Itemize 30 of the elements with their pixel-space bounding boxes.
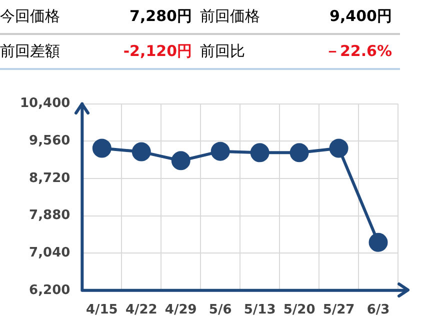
point	[171, 151, 190, 170]
y-tick-label: 9,560	[29, 133, 70, 148]
y-tick-label: 8,720	[29, 170, 70, 186]
text: 今回価格	[0, 7, 61, 26]
x-tick-label: 4/29	[164, 302, 197, 318]
text: -2,120円	[122, 42, 193, 61]
x-tick-label: 5/13	[244, 302, 276, 318]
point	[290, 143, 309, 162]
point	[132, 142, 151, 162]
x-tick-label: 4/22	[125, 302, 158, 318]
x-tick-label: 5/27	[322, 302, 355, 318]
x-tick-label: 5/20	[283, 302, 316, 318]
x-tick-label: 4/15	[86, 302, 118, 318]
text: －22.6%	[324, 42, 393, 61]
text: 前回価格	[200, 7, 261, 26]
text: 前回比	[200, 42, 246, 61]
y-tick-label: 7,880	[29, 208, 70, 224]
point	[368, 232, 388, 252]
point	[92, 138, 112, 158]
x-tick-label: 6/3	[366, 302, 390, 318]
text: 前回差額	[0, 42, 61, 61]
point	[250, 143, 270, 162]
y-tick-label: 10,400	[20, 96, 70, 112]
text: 7,280円	[128, 7, 193, 26]
point	[210, 142, 230, 161]
text: 9,400円	[328, 7, 393, 26]
y-tick-label: 6,200	[29, 282, 70, 298]
point	[329, 138, 348, 158]
x-tick-label: 5/6	[208, 302, 232, 318]
y-tick-label: 7,040	[29, 245, 70, 260]
